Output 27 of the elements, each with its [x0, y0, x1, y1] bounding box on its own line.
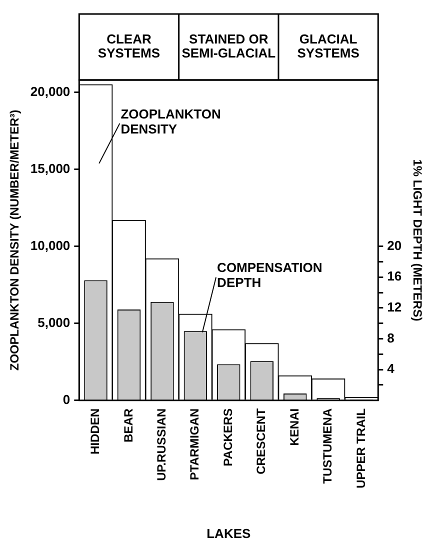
y-tick-label: 5,000: [38, 314, 70, 330]
text: GLACIAL SYSTEMS: [297, 32, 360, 61]
x-tick-label: UP.RUSSIAN: [154, 408, 169, 481]
y-tick-label: 0: [62, 392, 70, 407]
y2-tick-label: 4: [387, 361, 396, 376]
x-tick-label: TUSTUMENA: [320, 408, 335, 484]
series-label: ZOOPLANKTON DENSITY: [120, 106, 221, 136]
y-tick-label: 15,000: [30, 160, 70, 176]
text: COMPENSATION DEPTH: [217, 260, 322, 290]
text: CLEAR SYSTEMS: [98, 32, 160, 61]
x-tick-label: PACKERS: [220, 408, 235, 466]
text: STAINED OR SEMI-GLACIAL: [182, 32, 276, 61]
y-tick-label: 10,000: [30, 238, 70, 253]
y2-axis-title: 1% LIGHT DEPTH (METERS): [410, 159, 424, 322]
y2-tick-label: 16: [387, 268, 402, 284]
y-axis-title: ZOOPLANKTON DENSITY (NUMBER/METER³): [8, 110, 22, 371]
x-tick-label: PTARMIGAN: [188, 408, 202, 480]
y2-tick-label: 12: [387, 300, 402, 315]
y2-tick-label: 20: [387, 238, 402, 253]
y-tick-label: 20,000: [30, 84, 70, 99]
x-tick-label: CRESCENT: [254, 408, 268, 474]
y2-tick-label: 8: [387, 330, 394, 346]
x-tick-label: UPPER TRAIL: [354, 408, 368, 488]
x-tick-label: KENAI: [287, 408, 302, 446]
x-axis-title: LAKES: [206, 526, 252, 541]
x-tick-label: HIDDEN: [88, 408, 102, 454]
x-tick-label: BEAR: [121, 408, 136, 442]
